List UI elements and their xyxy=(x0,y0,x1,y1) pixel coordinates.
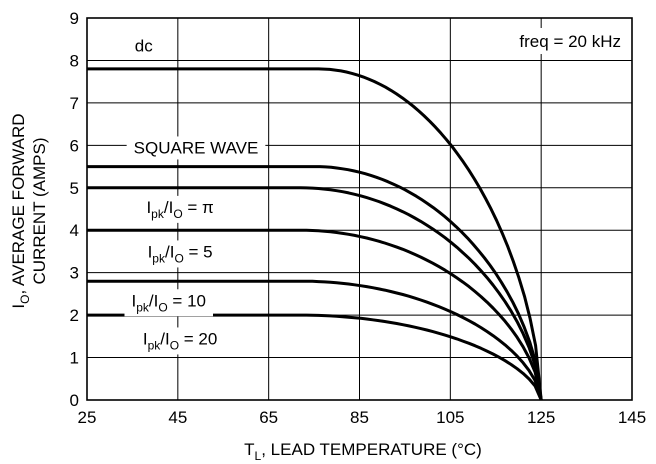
y-tick-label: 1 xyxy=(70,349,79,368)
series-label-bg xyxy=(127,34,161,58)
y-axis-title-line1: IO, AVERAGE FORWARD xyxy=(9,113,32,308)
series-label-part: = 5 xyxy=(184,242,213,261)
series-label-bg xyxy=(135,327,225,355)
series-line-4 xyxy=(87,279,543,401)
series-label-part: pk xyxy=(136,300,150,314)
series-label-2: Ipk/IO = π xyxy=(139,195,221,223)
y-tick-label: 5 xyxy=(70,179,79,198)
series-label-text: Ipk/IO = 10 xyxy=(131,291,206,314)
series-label-part: = 20 xyxy=(179,329,217,348)
y-tick-label: 0 xyxy=(70,391,79,410)
series-label-text: Ipk/IO = 20 xyxy=(143,329,218,352)
series-label-part: I xyxy=(148,242,153,261)
x-tick-label: 125 xyxy=(527,408,555,427)
series-label-part: /I xyxy=(165,242,174,261)
series-label-part: I xyxy=(146,198,151,217)
series-label-part: = π xyxy=(183,198,214,217)
series-label-part: O xyxy=(173,207,182,221)
y-tick-label: 3 xyxy=(70,264,79,283)
series-label-bg xyxy=(139,195,221,223)
series-line-3 xyxy=(87,228,543,401)
series-label-part: /I xyxy=(149,291,158,310)
y-tick-label: 4 xyxy=(70,221,79,240)
series-label-text: Ipk/IO = 5 xyxy=(148,242,213,265)
series-label-bg xyxy=(124,289,214,317)
x-tick-label: 145 xyxy=(618,408,646,427)
y-tick-label: 7 xyxy=(70,94,79,113)
x-tick-label: 105 xyxy=(436,408,464,427)
x-tick-label: 45 xyxy=(168,408,187,427)
series-label-part: pk xyxy=(152,251,166,265)
series-label-part: pk xyxy=(148,338,162,352)
x-tick-label: 85 xyxy=(350,408,369,427)
series-label-bg xyxy=(140,240,220,268)
series-label-text: SQUARE WAVE xyxy=(134,138,259,157)
x-tick-label: 25 xyxy=(78,408,97,427)
y-axis-title-line2: CURRENT (AMPS) xyxy=(30,137,49,284)
series-line-0 xyxy=(87,67,543,401)
frequency-annotation: freq = 20 kHz xyxy=(519,32,621,51)
series-label-part: O xyxy=(170,338,179,352)
series-label-1: SQUARE WAVE xyxy=(126,136,266,160)
series-label-part: dc xyxy=(135,37,153,56)
series-label-part: O xyxy=(174,251,183,265)
series-label-text: Ipk/IO = π xyxy=(146,198,213,221)
x-tick-label: 65 xyxy=(259,408,278,427)
y-tick-label: 9 xyxy=(70,9,79,28)
y-tick-label: 6 xyxy=(70,136,79,155)
series-label-part: = 10 xyxy=(168,291,206,310)
plot-frame xyxy=(86,17,633,401)
series-label-0: dc xyxy=(127,34,161,58)
y-tick-label: 2 xyxy=(70,306,79,325)
series-label-part: /I xyxy=(160,329,169,348)
annotation-box: freq = 20 kHz xyxy=(480,28,630,54)
series-line-5 xyxy=(87,313,543,401)
x-axis-title: TL, LEAD TEMPERATURE (°C) xyxy=(244,440,482,463)
curves xyxy=(87,67,543,401)
series-label-bg xyxy=(126,136,266,160)
series-label-4: Ipk/IO = 10 xyxy=(124,289,214,317)
series-label-part: SQUARE WAVE xyxy=(134,138,259,157)
series-label-3: Ipk/IO = 5 xyxy=(140,240,220,268)
series-label-part: I xyxy=(143,329,148,348)
y-tick-label: 8 xyxy=(70,51,79,70)
series-label-part: pk xyxy=(151,207,165,221)
series-line-1 xyxy=(87,165,543,401)
series-label-text: dc xyxy=(135,37,153,56)
series-label-part: I xyxy=(131,291,136,310)
series-label-5: Ipk/IO = 20 xyxy=(135,327,225,355)
series-label-part: /I xyxy=(164,198,173,217)
series-line-2 xyxy=(87,186,543,401)
series-label-part: O xyxy=(158,300,167,314)
